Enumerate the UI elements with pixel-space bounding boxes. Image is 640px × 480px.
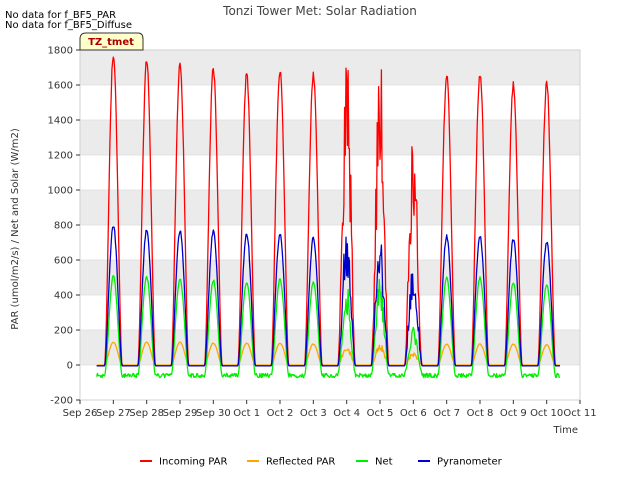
grid-bands — [80, 50, 580, 365]
grid-band — [80, 50, 580, 85]
x-tick-label: Oct 1 — [233, 408, 260, 419]
y-axis-label: PAR (umol/m2/s) / Net and Solar (W/m2) — [10, 128, 21, 330]
tz-badge: TZ_tmet — [79, 32, 144, 51]
grid-band — [80, 260, 580, 295]
x-tick-label: Oct 4 — [333, 408, 360, 419]
x-tick-label: Oct 11 — [563, 408, 596, 419]
x-tick-label: Oct 3 — [300, 408, 327, 419]
x-tick-label: Sep 28 — [129, 408, 164, 419]
legend-label: Reflected PAR — [266, 457, 335, 468]
x-tick-label: Oct 8 — [467, 408, 494, 419]
legend-label: Net — [375, 457, 393, 468]
x-tick-label: Sep 26 — [63, 408, 98, 419]
y-tick-label: 400 — [54, 291, 73, 302]
x-tick-label: Sep 27 — [96, 408, 131, 419]
plot-area — [79, 49, 581, 401]
x-tick-label: Oct 7 — [433, 408, 460, 419]
x-tick-label: Oct 2 — [267, 408, 294, 419]
x-tick-label: Sep 29 — [163, 408, 198, 419]
no-data-note-diffuse: No data for f_BF5_Diffuse — [5, 20, 132, 31]
grid-band — [80, 330, 580, 365]
x-tick-label: Sep 30 — [196, 408, 231, 419]
y-tick-label: 0 — [67, 361, 73, 372]
x-tick-label: Oct 9 — [500, 408, 527, 419]
x-tick-label: Oct 6 — [400, 408, 427, 419]
series-layer — [96, 56, 561, 379]
y-tick-label: 1200 — [48, 151, 73, 162]
y-tick-label: 1400 — [48, 116, 73, 127]
tz-badge-box — [79, 32, 144, 51]
x-axis-label: Time — [553, 425, 578, 436]
x-tick-label: Oct 5 — [367, 408, 394, 419]
y-tick-label: 800 — [54, 221, 73, 232]
tz-badge-label: TZ_tmet — [88, 37, 134, 48]
grid-band — [80, 120, 580, 155]
chart-title: Tonzi Tower Met: Solar Radiation — [222, 4, 417, 18]
y-tick-label: 600 — [54, 256, 73, 267]
y-tick-label: 200 — [54, 326, 73, 337]
grid-band — [80, 190, 580, 225]
no-data-note-par: No data for f_BF5_PAR — [5, 10, 116, 21]
y-tick-label: 1000 — [48, 186, 73, 197]
legend: Incoming PAR Reflected PAR Net Pyranometer — [140, 457, 503, 468]
series-line-net — [96, 274, 561, 379]
series-line-reflected-par — [96, 341, 560, 366]
legend-label: Incoming PAR — [159, 457, 228, 468]
legend-label: Pyranometer — [437, 457, 503, 468]
y-tick-label: 1800 — [48, 46, 73, 57]
x-tick-label: Oct 10 — [530, 408, 563, 419]
y-tick-label: 1600 — [48, 81, 73, 92]
y-axis-ticks: -200 0 200 400 600 800 1000 1200 1400 1600 1800 — [48, 46, 80, 407]
series-line-pyranometer — [96, 226, 560, 367]
y-tick-label: -200 — [50, 396, 73, 407]
